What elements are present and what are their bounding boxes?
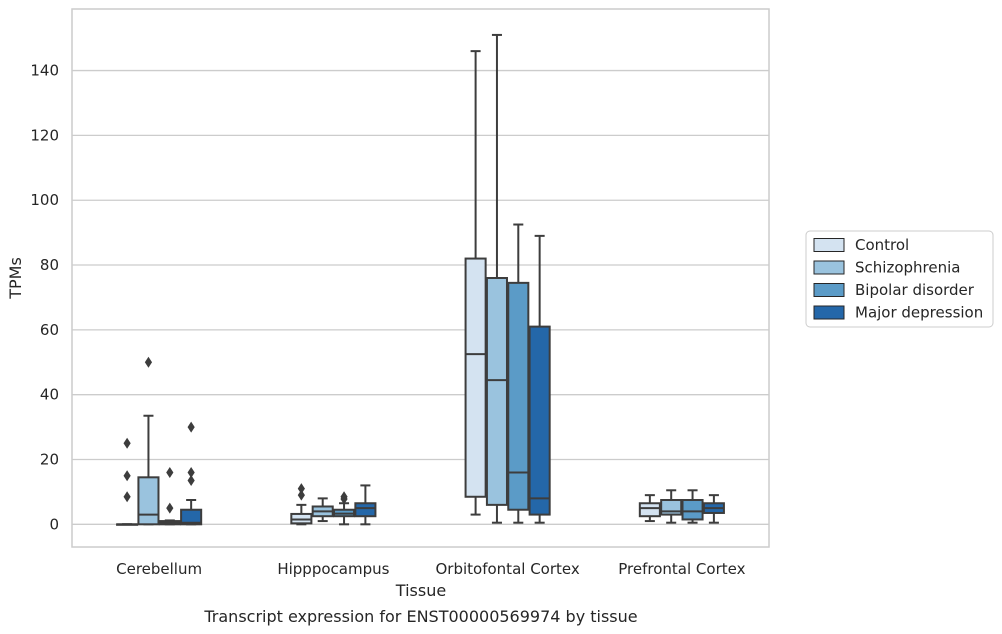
y-tick-label: 100 (30, 191, 59, 209)
y-tick-label: 140 (30, 62, 59, 80)
outlier-point (166, 502, 174, 514)
box-element (311, 497, 334, 523)
series-bipolar-disorder (158, 223, 704, 526)
outlier-point (297, 489, 305, 501)
outlier-point (187, 421, 195, 433)
box-element (638, 494, 661, 523)
box-body (528, 325, 551, 516)
x-tick-label: Cerebellum (116, 560, 202, 578)
box-body (638, 502, 661, 518)
plot-area (116, 33, 725, 526)
legend-label: Control (855, 236, 909, 254)
chart-caption: Transcript expression for ENST0000056997… (203, 607, 637, 626)
y-axis-title: TPMs (6, 257, 25, 300)
legend: Control Schizophrenia Bipolar disorder Majo… (805, 230, 994, 328)
box-body (681, 499, 704, 521)
y-tick-labels: 0 20 40 60 80 100 120 140 (30, 62, 59, 534)
legend-swatch (813, 260, 845, 275)
y-tick-label: 0 (49, 515, 59, 533)
box-body (354, 502, 377, 518)
box-element (681, 489, 704, 524)
box-element (180, 421, 203, 526)
outlier-point (297, 483, 305, 495)
y-tick-label: 80 (40, 256, 59, 274)
outlier-point (187, 475, 195, 487)
series-schizophrenia (137, 33, 683, 526)
legend-label: Schizophrenia (855, 259, 960, 277)
box-body (180, 508, 203, 526)
box-element (528, 234, 551, 524)
box-body (660, 499, 683, 516)
legend-frame (805, 230, 994, 328)
box-element (333, 491, 356, 526)
legend-label: Bipolar disorder (855, 281, 975, 299)
outlier-point (123, 437, 131, 449)
legend-swatch (813, 305, 845, 320)
box-element (702, 494, 725, 524)
x-tick-label: Hipppocampus (277, 560, 389, 578)
y-tick-label: 40 (40, 386, 59, 404)
box-body (485, 277, 508, 506)
outlier-point (340, 493, 348, 505)
series-major-depression (180, 234, 725, 526)
box-element (116, 437, 139, 526)
box-body (137, 476, 160, 526)
y-tick-label: 120 (30, 126, 59, 144)
y-tick-label: 20 (40, 450, 59, 468)
box-element (464, 50, 487, 516)
box-element (158, 466, 181, 526)
legend-label: Major depression (855, 304, 983, 322)
outlier-point (144, 356, 153, 368)
outlier-point (166, 466, 174, 478)
plot-frame (71, 8, 770, 548)
x-tick-label: Orbitofontal Cortex (436, 560, 580, 578)
y-tick-label: 60 (40, 321, 59, 339)
legend-swatch (813, 283, 845, 297)
box-element (354, 484, 377, 526)
x-tick-labels: Cerebellum Hipppocampus Orbitofontal Corte… (116, 560, 745, 578)
box-body (464, 257, 487, 498)
outlier-point (123, 470, 131, 482)
box-element (290, 483, 313, 526)
series-control (116, 50, 661, 526)
box-element (485, 33, 508, 524)
box-element (507, 223, 530, 524)
outlier-point (187, 466, 195, 478)
x-tick-label: Prefrontal Cortex (618, 560, 745, 578)
box-element (137, 356, 160, 526)
outlier-point (123, 491, 131, 503)
box-element (660, 489, 683, 524)
box-body (507, 281, 530, 511)
legend-swatch (813, 238, 845, 252)
x-axis-title: Tissue (395, 581, 446, 600)
